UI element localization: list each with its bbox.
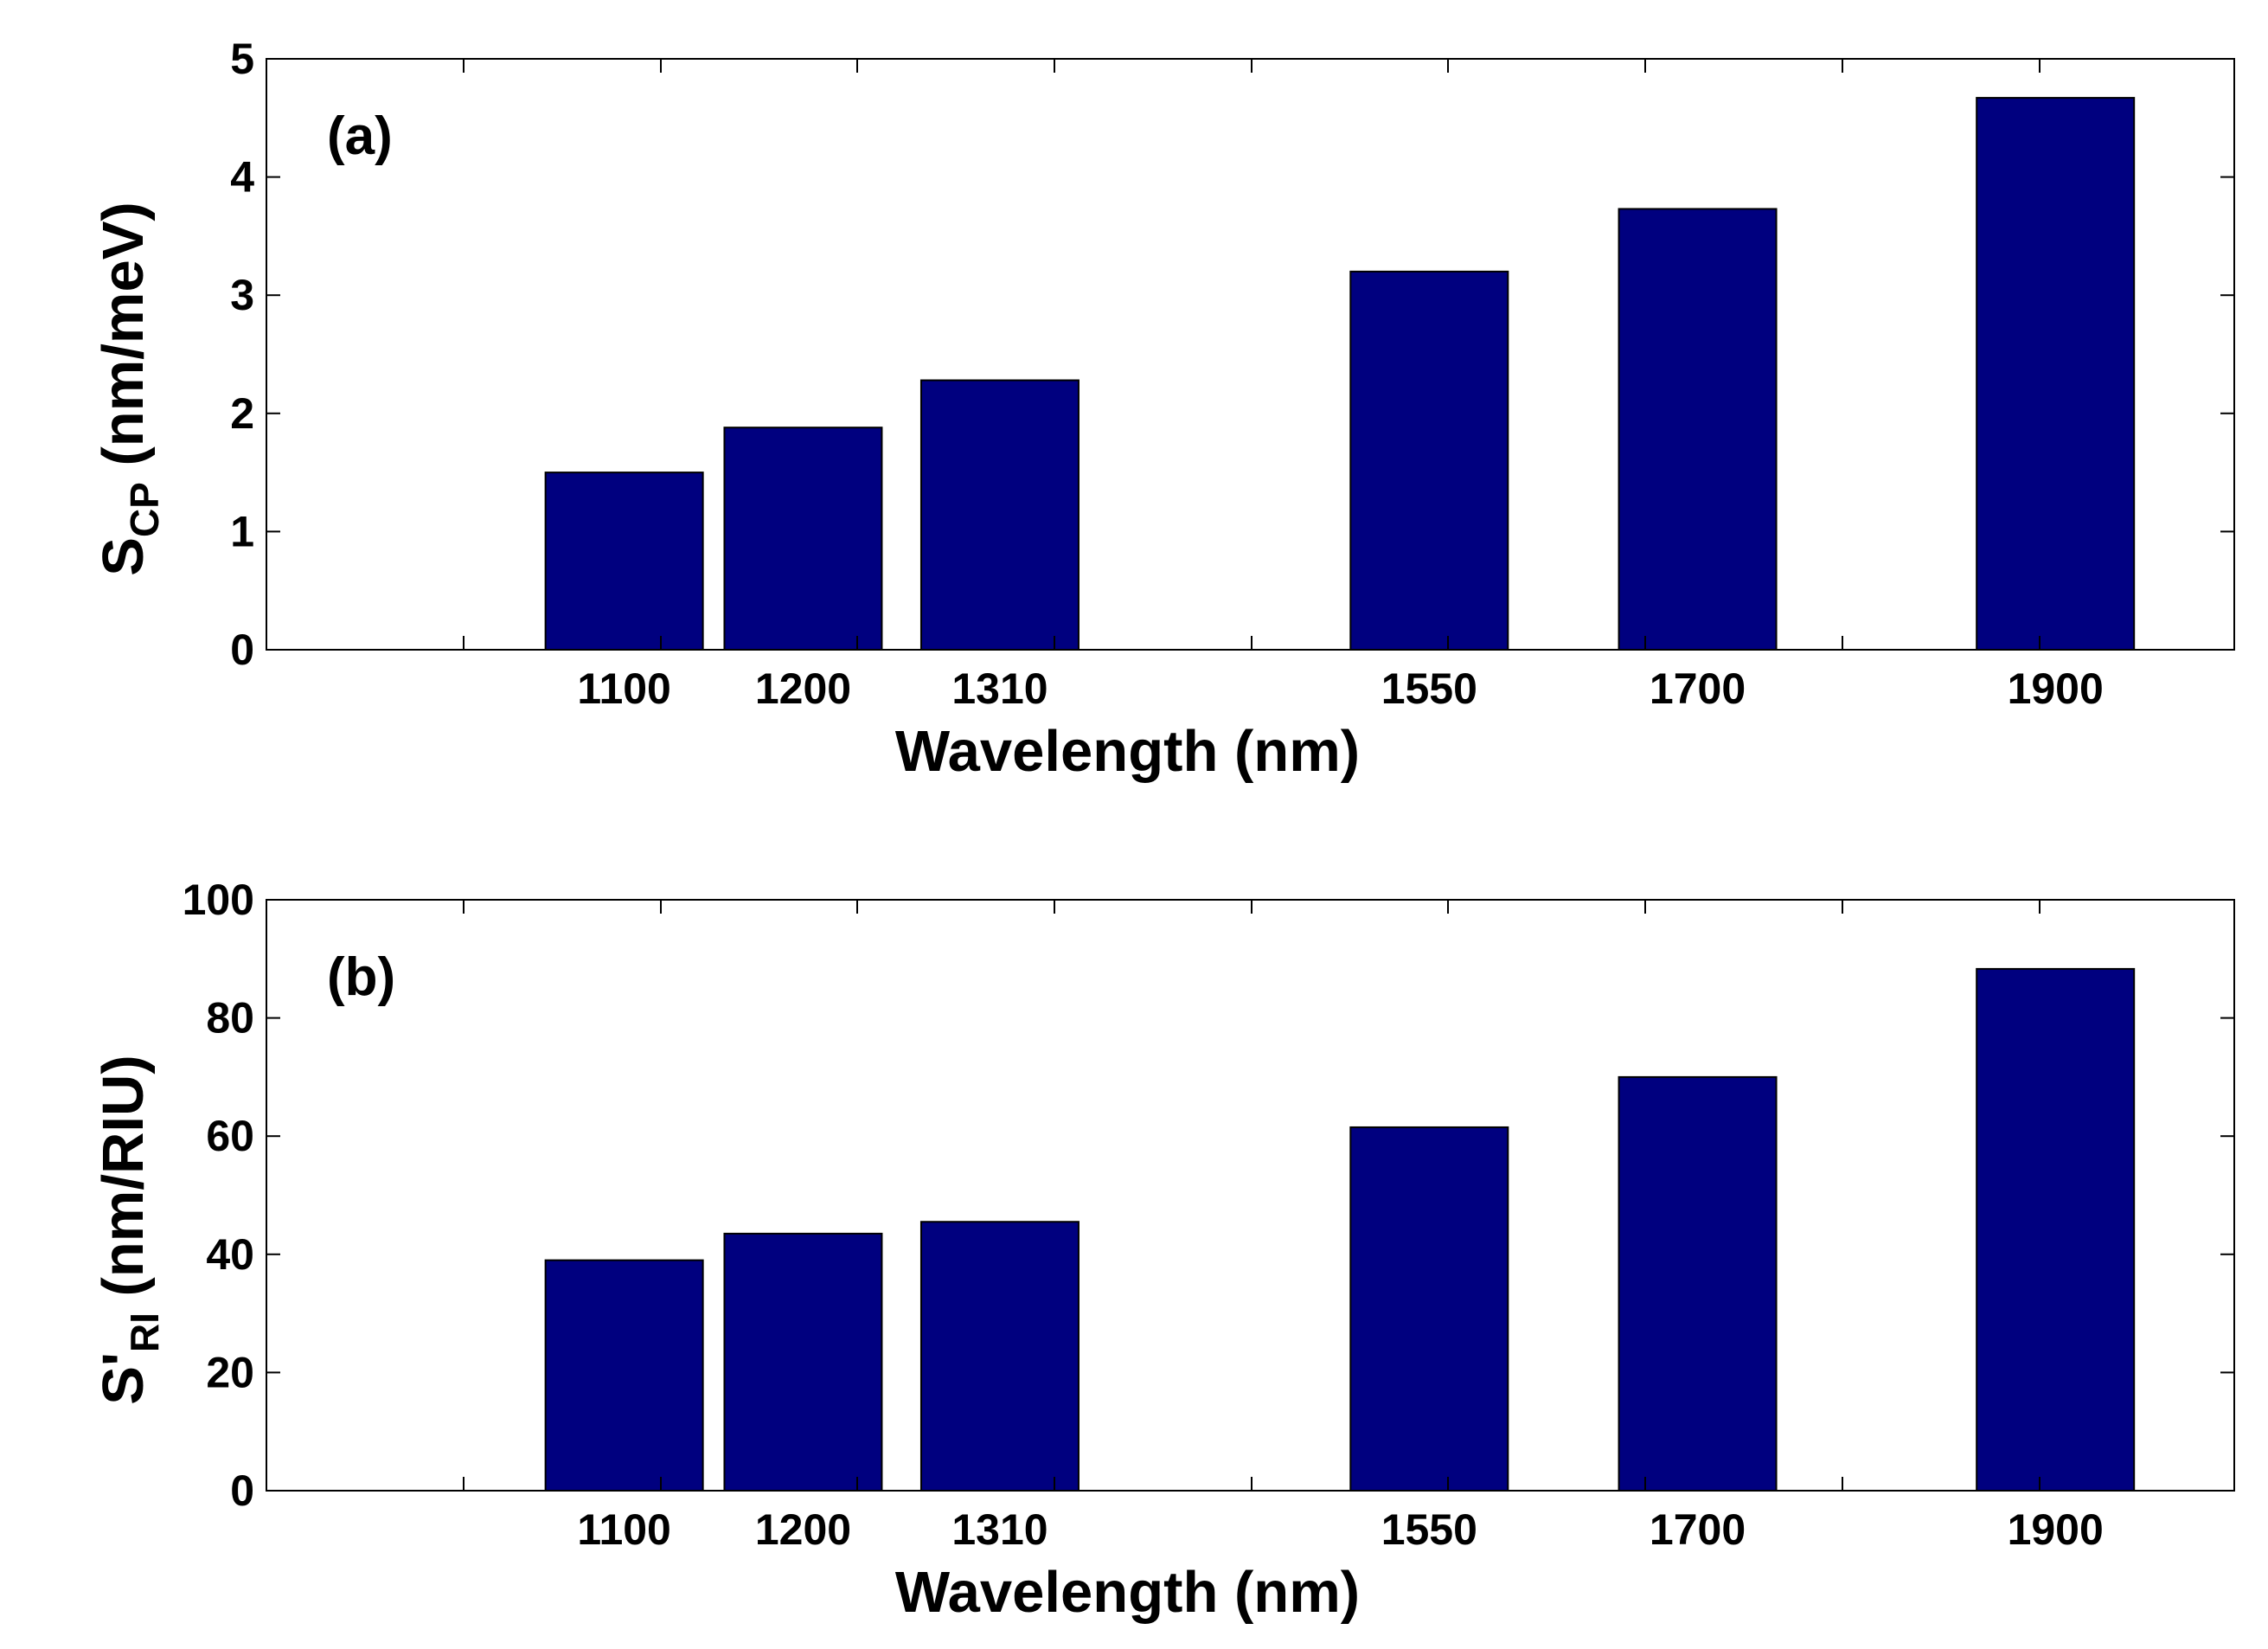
panel-b: 0 20 40 60 80 100 1100 1200 1310 1550 1700 1900 (b… xyxy=(91,876,2235,1625)
panel-a-y-axis-label: SCP (nm/meV) xyxy=(91,202,167,576)
panel-b-x-tick-label: 1900 xyxy=(2008,1505,2104,1554)
panel-a-y-tick-label: 5 xyxy=(230,35,254,83)
panel-b-bar-1700 xyxy=(1618,1075,1778,1492)
panel-b-y-tick-label: 20 xyxy=(206,1348,254,1396)
panel-a-y-tick-labels: 0 1 2 3 4 5 xyxy=(230,35,254,674)
panel-b-y-tick-label: 100 xyxy=(183,876,254,924)
panel-a-x-axis-label: Wavelength (nm) xyxy=(895,719,1360,784)
panel-a-bar-1310 xyxy=(919,379,1080,651)
panel-b-ticks xyxy=(266,899,2235,1492)
panel-b-x-axis-label: Wavelength (nm) xyxy=(895,1560,1360,1625)
panel-b-y-label-main: S' xyxy=(91,1352,156,1405)
panel-b-x-tick-label: 1100 xyxy=(577,1505,670,1554)
panel-b-x-tick-label: 1700 xyxy=(1650,1505,1746,1554)
panel-b-y-tick-labels: 0 20 40 60 80 100 xyxy=(183,876,254,1515)
panel-a-x-tick-label: 1700 xyxy=(1650,664,1746,713)
panel-a-y-tick-label: 0 xyxy=(230,626,254,674)
panel-a-bar-1700 xyxy=(1618,208,1778,651)
panel-a-y-label-subscript: CP xyxy=(122,482,167,537)
panel-a-x-tick-label: 1550 xyxy=(1381,664,1477,713)
panel-b-axes-frame xyxy=(266,899,2235,1492)
panel-b-y-label-subscript: RI xyxy=(122,1312,167,1352)
panel-b-x-tick-label: 1550 xyxy=(1381,1505,1477,1554)
panel-a-bars xyxy=(544,97,2136,651)
panel-b-bar-1900 xyxy=(1976,967,2136,1492)
panel-a-ticks xyxy=(266,58,2235,651)
panel-a-x-tick-label: 1200 xyxy=(755,664,851,713)
panel-a-bar-1200 xyxy=(723,427,883,651)
panel-a-y-tick-label: 2 xyxy=(230,389,254,438)
panel-b-label: (b) xyxy=(327,947,395,1007)
panel-b-bar-1310 xyxy=(919,1221,1080,1492)
panel-a-y-label-main: S xyxy=(91,537,156,576)
panel-b-x-tick-labels: 1100 1200 1310 1550 1700 1900 xyxy=(577,1505,2103,1554)
panel-b-bars xyxy=(544,967,2136,1492)
panel-a: 0 1 2 3 4 5 1100 1200 1310 1550 1700 1900 (a) Wave… xyxy=(91,35,2235,784)
panel-b-x-tick-label: 1200 xyxy=(755,1505,851,1554)
panel-a-x-tick-label: 1900 xyxy=(2008,664,2104,713)
panel-a-label: (a) xyxy=(327,106,393,166)
panel-b-bar-1550 xyxy=(1349,1126,1509,1492)
panel-a-y-label-unit: (nm/meV) xyxy=(91,202,156,482)
panel-b-bar-1100 xyxy=(544,1259,704,1492)
panel-b-x-tick-label: 1310 xyxy=(951,1505,1048,1554)
panel-a-y-tick-label: 3 xyxy=(230,271,254,319)
panel-a-axes-frame xyxy=(266,58,2235,651)
panel-b-y-tick-label: 0 xyxy=(230,1466,254,1515)
panel-b-y-label-unit: (nm/RIU) xyxy=(91,1055,156,1312)
panel-a-bar-1550 xyxy=(1349,270,1509,651)
panel-a-y-tick-label: 4 xyxy=(230,153,254,202)
panel-b-y-tick-label: 80 xyxy=(206,994,254,1043)
panel-b-bar-1200 xyxy=(723,1232,883,1492)
panel-a-x-tick-labels: 1100 1200 1310 1550 1700 1900 xyxy=(577,664,2103,713)
panel-a-x-tick-label: 1100 xyxy=(577,664,670,713)
panel-a-y-tick-label: 1 xyxy=(230,507,254,555)
panel-a-x-tick-label: 1310 xyxy=(951,664,1048,713)
panel-b-y-tick-label: 60 xyxy=(206,1112,254,1160)
panel-a-bar-1900 xyxy=(1976,97,2136,651)
panel-b-y-axis-label: S'RI (nm/RIU) xyxy=(91,1055,167,1404)
panel-a-bar-1100 xyxy=(544,472,704,651)
panel-b-y-tick-label: 40 xyxy=(206,1230,254,1279)
